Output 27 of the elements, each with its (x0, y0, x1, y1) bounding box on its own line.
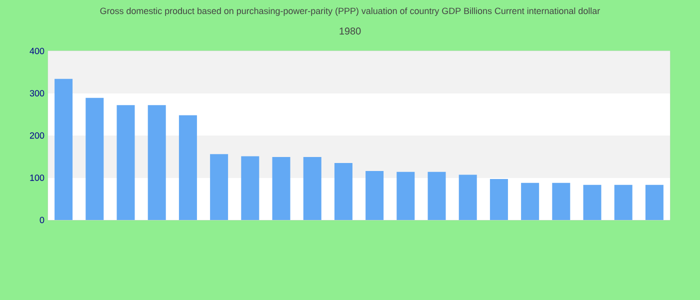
bar (552, 182, 570, 220)
y-tick-label: 100 (30, 174, 44, 181)
bar (334, 162, 352, 220)
chart-subtitle: 1980 (340, 28, 361, 35)
bar (241, 156, 260, 220)
bar (396, 172, 415, 220)
bar (178, 115, 197, 220)
bar (210, 154, 228, 220)
chart-title: Gross domestic product based on purchasing-power-parity (PPP) valuation of country GDP Billions Current international dollar (100, 8, 600, 16)
y-tick-label: 200 (30, 132, 44, 139)
bar (86, 98, 104, 220)
bar (521, 182, 540, 220)
bar (490, 179, 508, 220)
bar (54, 78, 73, 220)
bar (583, 184, 602, 220)
bar (272, 157, 290, 220)
bar (303, 157, 322, 220)
y-tick-label: 400 (30, 48, 44, 54)
bar (458, 174, 477, 220)
bar (428, 172, 446, 220)
y-tick-label: 300 (30, 90, 44, 96)
y-tick-label: 0 (40, 216, 44, 224)
bar (366, 170, 384, 220)
bar (148, 105, 166, 220)
bar (116, 105, 135, 220)
bar (614, 184, 632, 220)
bar (645, 184, 664, 220)
